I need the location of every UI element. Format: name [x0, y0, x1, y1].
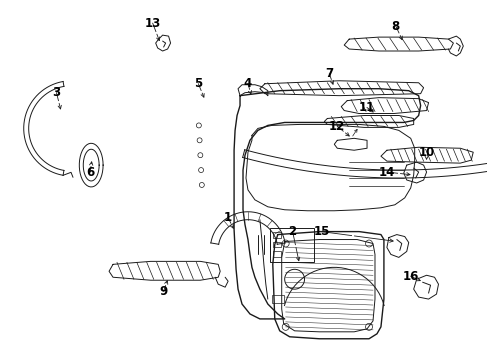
Text: 2: 2: [288, 225, 296, 238]
Text: 11: 11: [358, 101, 374, 114]
Text: 14: 14: [378, 166, 394, 179]
Text: 9: 9: [159, 285, 167, 298]
Bar: [269, 228, 314, 262]
Text: 10: 10: [418, 146, 434, 159]
Bar: [271, 295, 283, 303]
Text: 13: 13: [144, 17, 161, 30]
Text: 8: 8: [391, 20, 399, 33]
Text: 15: 15: [313, 225, 329, 238]
Bar: [272, 231, 280, 238]
Text: 12: 12: [328, 120, 345, 133]
Text: 3: 3: [52, 86, 61, 99]
Text: 6: 6: [86, 166, 94, 179]
Text: 16: 16: [402, 270, 418, 283]
Bar: [272, 251, 280, 257]
Bar: [272, 242, 280, 247]
Text: 4: 4: [244, 77, 252, 90]
Text: 1: 1: [224, 211, 232, 224]
Text: 5: 5: [194, 77, 202, 90]
Text: 7: 7: [325, 67, 333, 80]
